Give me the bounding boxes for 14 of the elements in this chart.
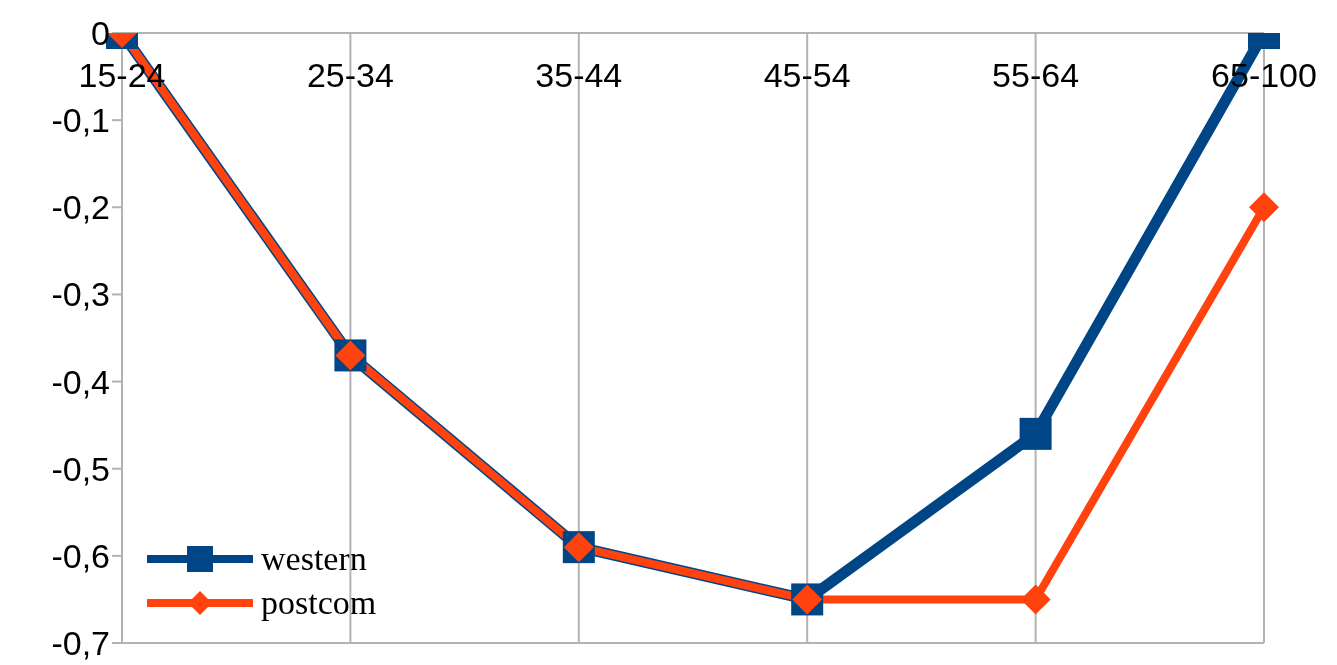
y-tick-label: -0,5 xyxy=(51,449,110,488)
y-tick-label: -0,4 xyxy=(51,362,110,401)
legend-label: postcom xyxy=(261,584,377,622)
y-tick-label: -0,3 xyxy=(51,275,110,314)
x-tick-label: 25-34 xyxy=(306,56,394,94)
legend-label: western xyxy=(261,540,367,578)
y-tick-label: -0,1 xyxy=(51,101,110,140)
y-tick-label: -0,2 xyxy=(51,188,110,227)
x-tick-label: 55-64 xyxy=(992,56,1080,94)
x-tick-label: 45-54 xyxy=(763,56,851,94)
y-tick-label: -0,6 xyxy=(51,536,110,575)
y-tick-label: -0,7 xyxy=(51,624,110,663)
x-tick-label: 35-44 xyxy=(535,56,623,94)
y-tick-label: 0 xyxy=(91,14,110,53)
